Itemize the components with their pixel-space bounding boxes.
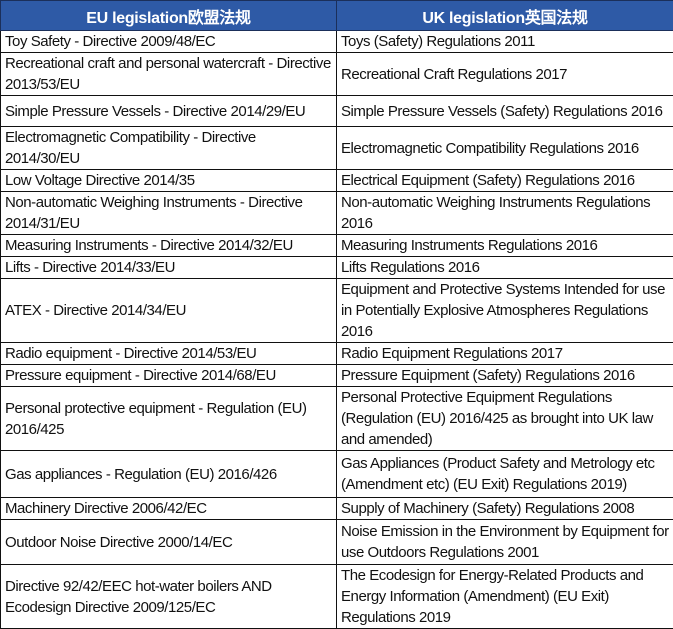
cell-eu: Low Voltage Directive 2014/35 — [1, 170, 337, 192]
cell-eu: Measuring Instruments - Directive 2014/3… — [1, 235, 337, 257]
table-row: Personal protective equipment - Regulati… — [1, 387, 673, 451]
cell-eu: Non-automatic Weighing Instruments - Dir… — [1, 192, 337, 235]
table-row: Recreational craft and personal watercra… — [1, 53, 673, 96]
cell-eu: Lifts - Directive 2014/33/EU — [1, 257, 337, 279]
cell-eu: Radio equipment - Directive 2014/53/EU — [1, 343, 337, 365]
cell-eu: Machinery Directive 2006/42/EC — [1, 498, 337, 520]
cell-eu: Recreational craft and personal watercra… — [1, 53, 337, 96]
cell-uk: Personal Protective Equipment Regulation… — [337, 387, 673, 451]
cell-eu: Personal protective equipment - Regulati… — [1, 387, 337, 451]
table-row: Gas appliances - Regulation (EU) 2016/42… — [1, 451, 673, 498]
cell-uk: Toys (Safety) Regulations 2011 — [337, 31, 673, 53]
header-row: EU legislation欧盟法规 UK legislation英国法规 — [1, 1, 673, 31]
cell-eu: Outdoor Noise Directive 2000/14/EC — [1, 520, 337, 565]
table-row: Directive 92/42/EEC hot-water boilers AN… — [1, 565, 673, 629]
cell-eu: Gas appliances - Regulation (EU) 2016/42… — [1, 451, 337, 498]
table-row: Measuring Instruments - Directive 2014/3… — [1, 235, 673, 257]
cell-uk: Non-automatic Weighing Instruments Regul… — [337, 192, 673, 235]
table-row: Electromagnetic Compatibility - Directiv… — [1, 127, 673, 170]
header-uk: UK legislation英国法规 — [337, 1, 673, 31]
cell-uk: Supply of Machinery (Safety) Regulations… — [337, 498, 673, 520]
cell-eu: Electromagnetic Compatibility - Directiv… — [1, 127, 337, 170]
cell-eu: Directive 92/42/EEC hot-water boilers AN… — [1, 565, 337, 629]
cell-uk: Electromagnetic Compatibility Regulation… — [337, 127, 673, 170]
cell-uk: Noise Emission in the Environment by Equ… — [337, 520, 673, 565]
cell-uk: Pressure Equipment (Safety) Regulations … — [337, 365, 673, 387]
cell-uk: Simple Pressure Vessels (Safety) Regulat… — [337, 96, 673, 127]
cell-eu: Toy Safety - Directive 2009/48/EC — [1, 31, 337, 53]
cell-uk: Electrical Equipment (Safety) Regulation… — [337, 170, 673, 192]
table-row: Pressure equipment - Directive 2014/68/E… — [1, 365, 673, 387]
cell-uk: The Ecodesign for Energy-Related Product… — [337, 565, 673, 629]
cell-uk: Measuring Instruments Regulations 2016 — [337, 235, 673, 257]
cell-uk: Lifts Regulations 2016 — [337, 257, 673, 279]
header-eu: EU legislation欧盟法规 — [1, 1, 337, 31]
cell-uk: Gas Appliances (Product Safety and Metro… — [337, 451, 673, 498]
cell-uk: Radio Equipment Regulations 2017 — [337, 343, 673, 365]
cell-uk: Recreational Craft Regulations 2017 — [337, 53, 673, 96]
table-row: Non-automatic Weighing Instruments - Dir… — [1, 192, 673, 235]
cell-eu: ATEX - Directive 2014/34/EU — [1, 279, 337, 343]
cell-eu: Pressure equipment - Directive 2014/68/E… — [1, 365, 337, 387]
table-row: Simple Pressure Vessels - Directive 2014… — [1, 96, 673, 127]
cell-eu: Simple Pressure Vessels - Directive 2014… — [1, 96, 337, 127]
cell-uk: Equipment and Protective Systems Intende… — [337, 279, 673, 343]
